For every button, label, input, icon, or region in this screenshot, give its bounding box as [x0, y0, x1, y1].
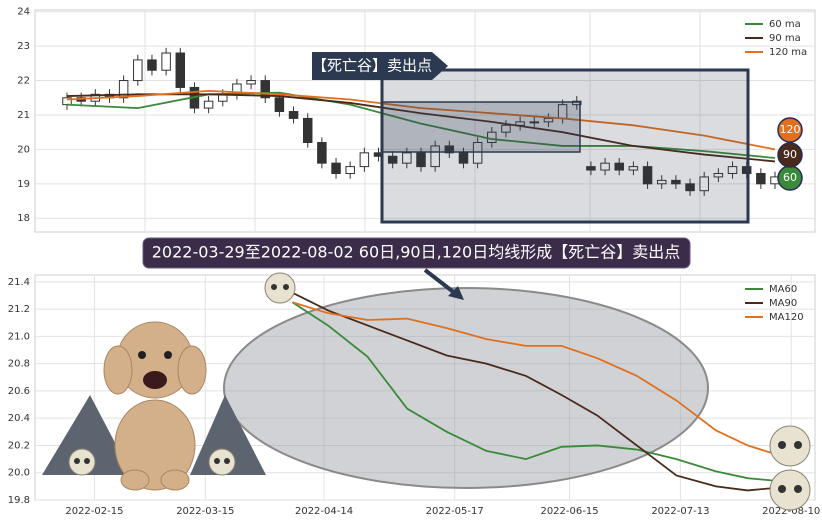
y-tick-label: 22 [17, 76, 30, 87]
end-badges: 60 90 120 [777, 117, 803, 191]
candle-body [430, 145, 440, 168]
candle-body [274, 97, 285, 113]
candle-body [260, 80, 270, 99]
top-frame [34, 9, 816, 233]
ma-line [291, 301, 792, 484]
y-tick-label: 21.2 [8, 304, 30, 315]
candle-body [656, 179, 667, 185]
candle-body [147, 59, 157, 71]
candle-body [685, 183, 695, 192]
candle-body [713, 172, 724, 178]
candle-body [246, 80, 256, 85]
y-tick-label: 24 [17, 7, 30, 18]
y-tick-label: 21.0 [8, 331, 30, 342]
end-badge-label: 60 [783, 171, 797, 184]
candle-body [586, 166, 596, 171]
x-tick-label: 2022-06-15 [540, 506, 598, 517]
annotation-label: 【死亡谷】卖出点 [312, 57, 432, 75]
y-tick-label: 19 [17, 179, 30, 190]
candle-body [387, 155, 398, 164]
y-tick-label: 20 [17, 144, 30, 155]
candle-body [472, 142, 483, 164]
x-tick-label: 2022-08-10 [762, 506, 820, 517]
legend-label: 120 ma [769, 47, 807, 58]
candle-body [331, 162, 341, 174]
highlight-ellipse [223, 287, 709, 489]
legend-label: MA60 [769, 284, 797, 295]
candle-body [727, 166, 738, 174]
death-valley-box: 【死亡谷】卖出点 [312, 52, 750, 224]
candle-body [288, 111, 299, 119]
candle-body [628, 166, 639, 171]
candle-body [699, 176, 709, 192]
candle-body [572, 100, 582, 106]
legend-label: 90 ma [769, 33, 801, 44]
candle-body [501, 124, 511, 133]
candle-body [543, 117, 554, 123]
y-tick-label: 20.4 [8, 413, 30, 424]
candle-body [345, 166, 355, 174]
end-badge-label: 90 [783, 148, 797, 161]
bottom-marks: MA60 MA90 MA120 [291, 284, 804, 492]
y-tick-label: 19.8 [8, 495, 30, 506]
legend-label: MA120 [769, 312, 804, 323]
x-tick-label: 2022-02-15 [65, 506, 123, 517]
candle-body [118, 80, 129, 99]
end-badge [777, 117, 803, 143]
y-tick-label: 21 [17, 110, 30, 121]
candle-body [359, 152, 370, 168]
candle-body [203, 100, 214, 109]
ma-line [66, 89, 776, 151]
candle-body [302, 117, 313, 144]
candle-body [317, 142, 327, 164]
candle-body [529, 121, 540, 124]
y-tick-label: 20.0 [8, 468, 30, 479]
candle-body [756, 172, 766, 185]
candle-body [133, 59, 143, 82]
ma-line [291, 291, 792, 492]
y-tick-label: 21.4 [8, 277, 30, 288]
legend-label: 60 ma [769, 19, 801, 30]
x-tick-label: 2022-04-14 [295, 506, 353, 517]
candle-body [458, 152, 469, 164]
top-grid: 18 19 20 21 22 23 24 [17, 7, 815, 232]
banner-text: 2022-03-29至2022-08-02 60日,90日,120日均线形成【死… [152, 243, 681, 262]
candle-body [671, 179, 681, 185]
ma-line [292, 301, 792, 460]
top-marks: 60 ma 90 ma 120 ma [62, 19, 807, 196]
end-badge [777, 142, 803, 168]
x-tick-label: 2022-05-17 [426, 506, 484, 517]
end-badge-label: 120 [780, 123, 801, 136]
candle-body [175, 52, 186, 88]
candle-body [600, 162, 610, 171]
decor: 2022-03-29至2022-08-02 60日,90日,120日均线形成【死… [42, 237, 811, 511]
y-tick-label: 20.8 [8, 359, 30, 370]
candle-body [444, 145, 455, 154]
y-tick-label: 18 [17, 213, 30, 224]
candle-body [161, 52, 171, 71]
candle-body [642, 166, 653, 185]
candle-body [416, 152, 426, 168]
ma-line [66, 91, 776, 159]
x-tick-label: 2022-03-15 [176, 506, 234, 517]
candle-body [402, 152, 412, 164]
y-tick-label: 20.2 [8, 440, 30, 451]
candle-body [614, 162, 624, 171]
y-tick-label: 23 [17, 41, 30, 52]
legend-label: MA90 [769, 298, 797, 309]
ma-line [66, 93, 776, 163]
x-tick-label: 2022-07-13 [651, 506, 709, 517]
y-tick-label: 20.6 [8, 386, 30, 397]
